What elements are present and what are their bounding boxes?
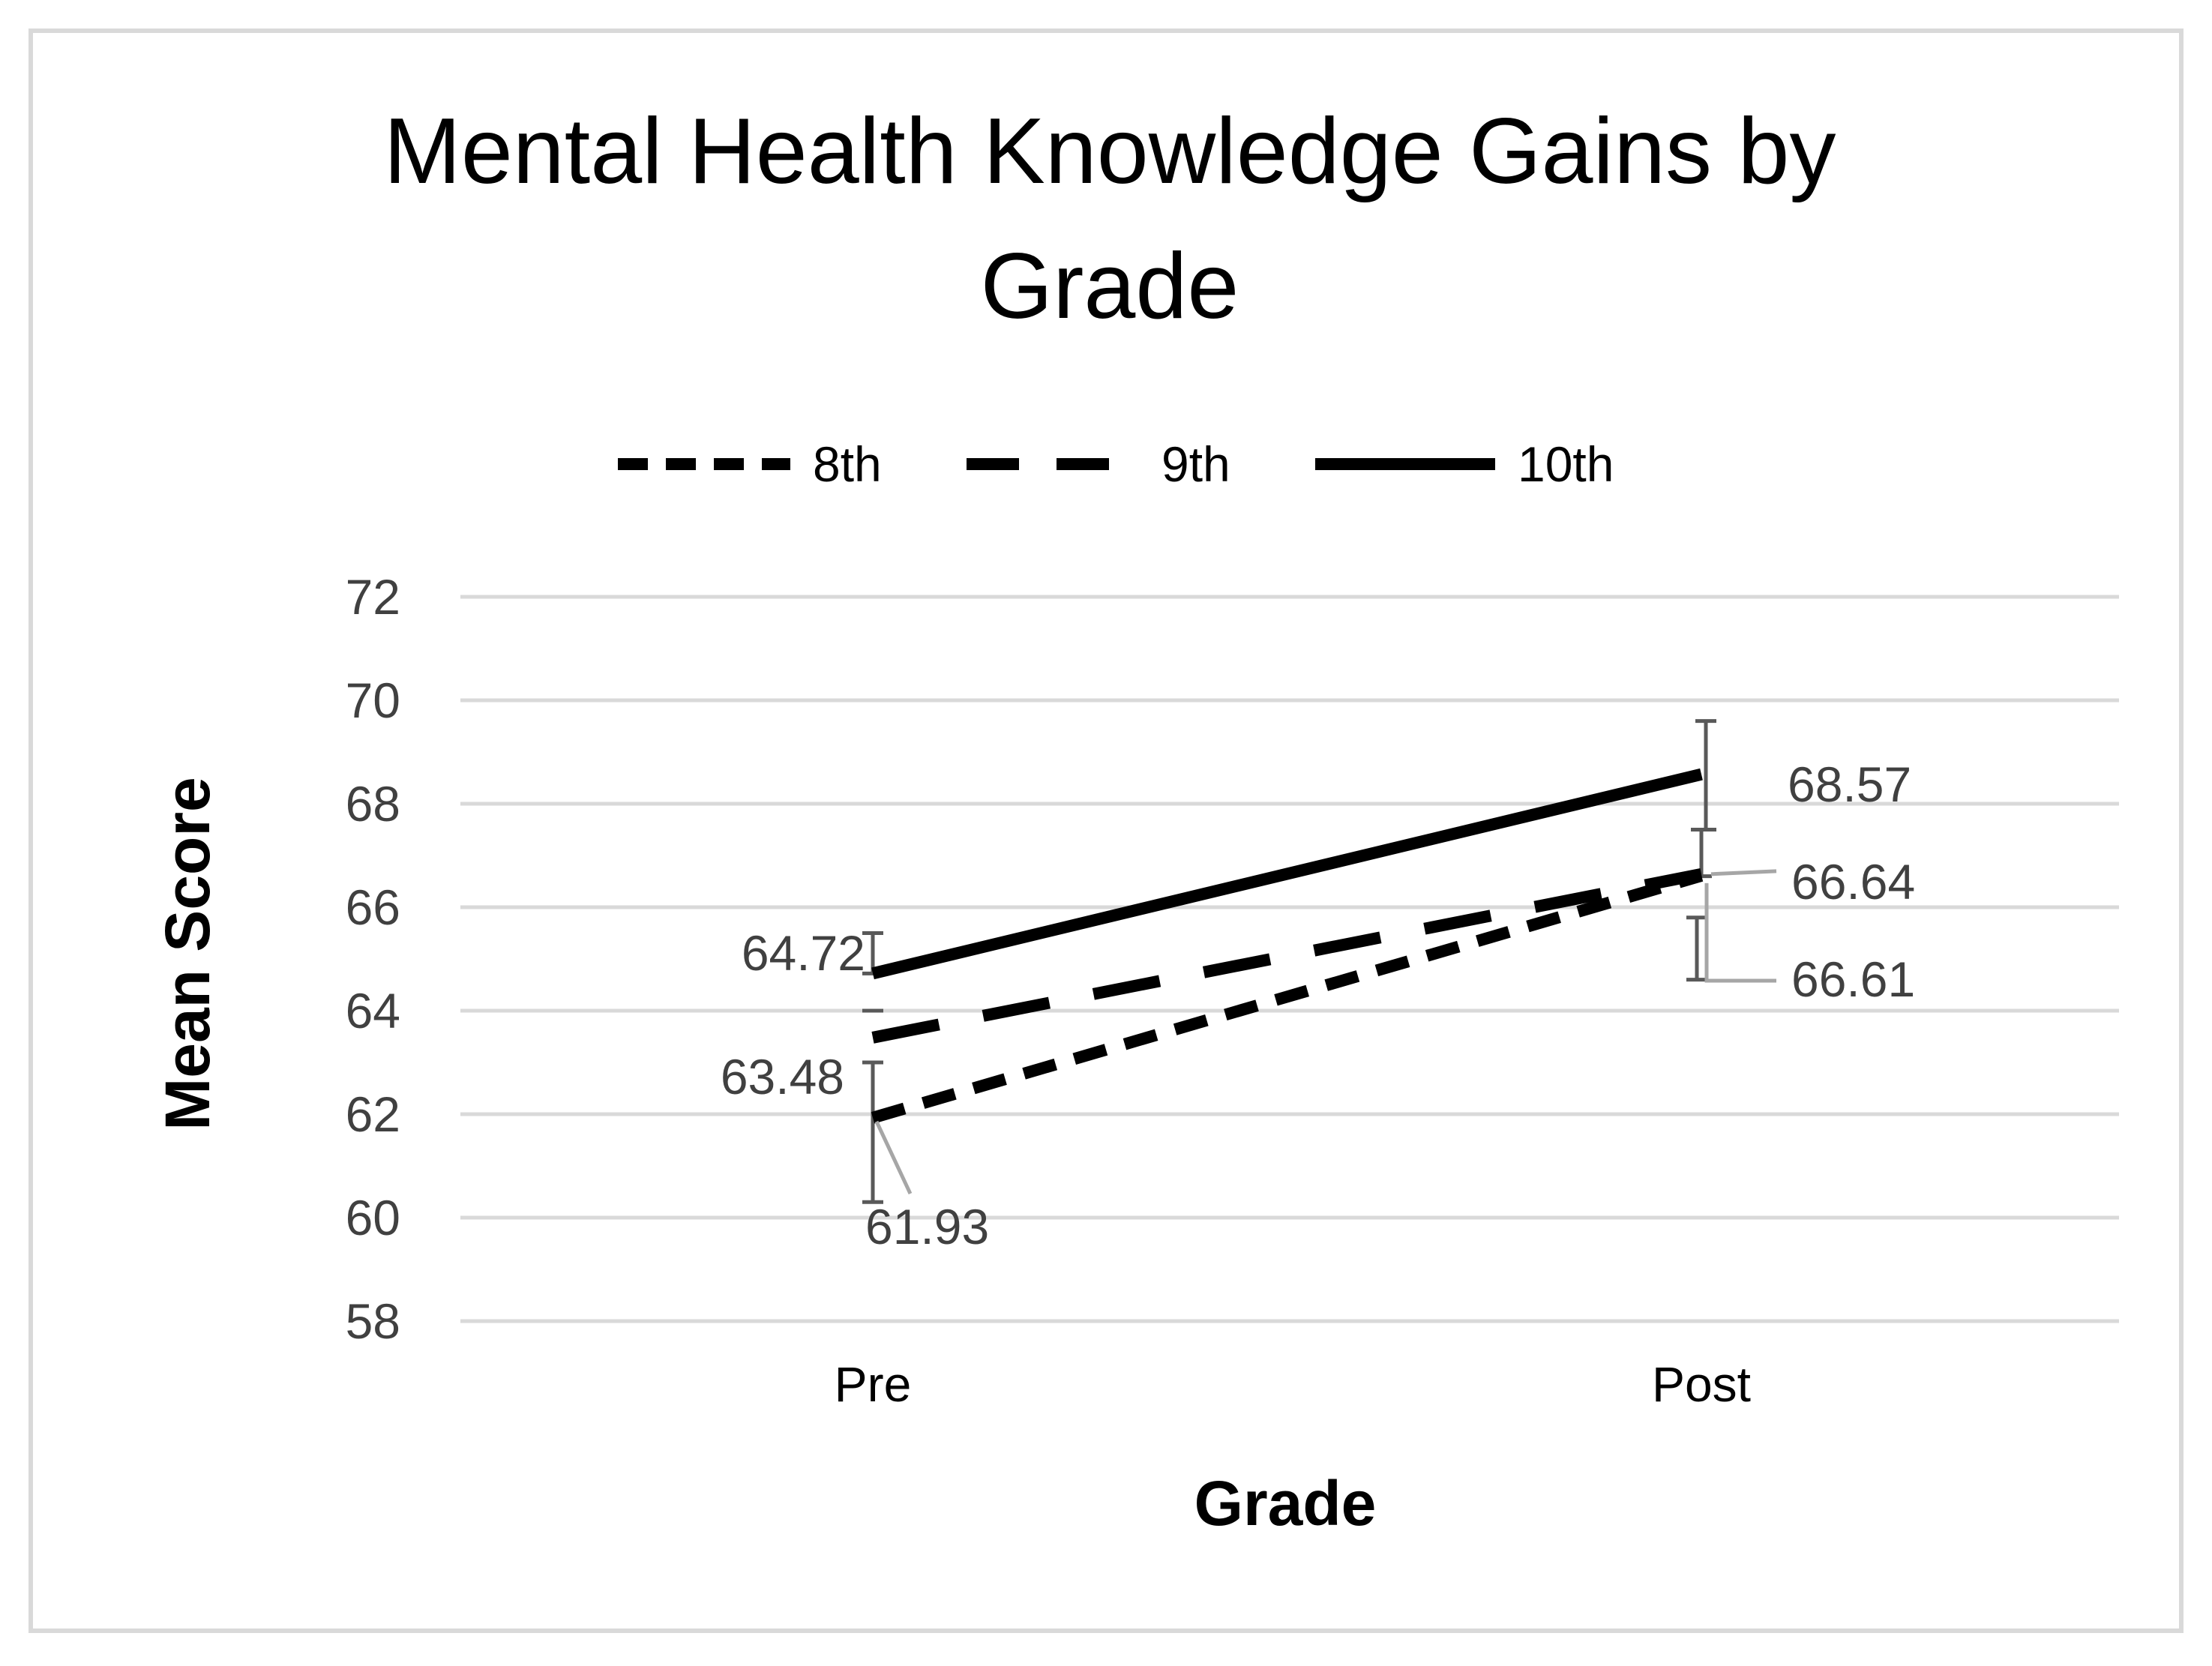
leader-line-8th-pre <box>874 1120 913 1195</box>
y-tick-label-58: 58 <box>346 1293 400 1349</box>
data-label-8th-post: 66.61 <box>1791 951 1915 1007</box>
x-axis-title: Grade <box>1194 1468 1377 1539</box>
data-label-9th-post: 66.64 <box>1791 854 1915 909</box>
legend: 8th 9th 10th <box>618 436 1614 492</box>
x-category-label-pre: Pre <box>835 1356 912 1412</box>
error-bars <box>862 719 1716 1204</box>
data-label-8th-pre: 61.93 <box>865 1199 989 1254</box>
chart-frame: Mental Health Knowledge Gains by Grade 8… <box>28 28 2184 1633</box>
y-tick-label-72: 72 <box>346 569 400 625</box>
chart-title-line-1: Mental Health Knowledge Gains by <box>384 100 1836 203</box>
y-tick-label-66: 66 <box>346 879 400 935</box>
data-label-10th-pre: 64.72 <box>742 925 865 981</box>
y-tick-label-68: 68 <box>346 776 400 832</box>
x-category-label-post: Post <box>1652 1356 1751 1412</box>
gridlines <box>460 595 2119 1323</box>
y-axis-title: Mean Score <box>152 777 223 1131</box>
data-labels: 61.93 66.61 63.48 66.64 64.72 68.57 <box>721 757 1915 1254</box>
legend-label-9th: 9th <box>1161 436 1230 492</box>
data-label-10th-post: 68.57 <box>1788 757 1911 812</box>
label-leader-lines <box>874 869 1777 1195</box>
leader-line-8th-post <box>1704 882 1776 983</box>
legend-label-8th: 8th <box>813 436 882 492</box>
legend-label-10th: 10th <box>1518 436 1614 492</box>
series-line-9th <box>871 867 1703 1044</box>
leader-line-9th-post <box>1710 869 1777 876</box>
series-lines <box>871 768 1704 1124</box>
y-axis-ticks: 58 60 62 64 66 68 70 72 <box>346 569 400 1349</box>
y-tick-label-70: 70 <box>346 673 400 728</box>
line-chart: Mental Health Knowledge Gains by Grade 8… <box>152 100 2119 1539</box>
data-label-9th-pre: 63.48 <box>721 1049 844 1104</box>
series-line-8th <box>871 870 1704 1124</box>
y-tick-label-62: 62 <box>346 1086 400 1142</box>
y-tick-label-64: 64 <box>346 983 400 1038</box>
y-tick-label-60: 60 <box>346 1190 400 1245</box>
chart-title-line-2: Grade <box>981 235 1239 338</box>
series-line-10th <box>871 768 1703 980</box>
x-axis-categories: Pre Post <box>835 1356 1751 1412</box>
chart-title: Mental Health Knowledge Gains by Grade <box>384 100 1836 338</box>
